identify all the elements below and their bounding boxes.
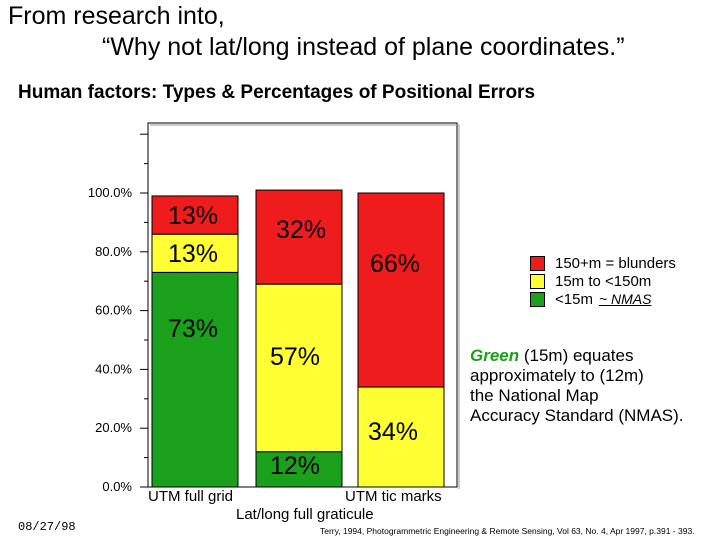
bar-value-label: 34% xyxy=(368,418,418,446)
x-label-latlong-graticule: Lat/long full graticule xyxy=(236,506,374,523)
bar-value-label: 13% xyxy=(168,240,218,268)
x-label-utm-full-grid: UTM full grid xyxy=(148,488,233,505)
bar-value-label: 13% xyxy=(168,202,218,230)
note-line-2: approximately to (12m) xyxy=(470,366,644,385)
legend-label-blunders: 150+m = blunders xyxy=(555,255,676,272)
legend-item-small: <15m ~ NMAS xyxy=(530,290,676,308)
y-tick-label: 80.0% xyxy=(95,244,132,259)
bar-value-label: 32% xyxy=(276,216,326,244)
y-tick-label: 60.0% xyxy=(95,303,132,318)
y-tick-label: 40.0% xyxy=(95,361,132,376)
bar-value-label: 12% xyxy=(270,452,320,480)
date-stamp: 08/27/98 xyxy=(18,520,76,534)
legend-label-nmas: ~ NMAS xyxy=(599,291,652,307)
note-line-3: the National Map xyxy=(470,386,599,405)
note-line-4: Accuracy Standard (NMAS). xyxy=(470,406,684,425)
citation: Terry, 1994, Photogrammetric Engineering… xyxy=(320,526,695,536)
bar-value-label: 66% xyxy=(370,250,420,278)
legend-item-blunders: 150+m = blunders xyxy=(530,254,676,272)
bar-value-label: 57% xyxy=(270,343,320,371)
legend-label-medium: 15m to <150m xyxy=(555,273,651,290)
legend-label-small: <15m xyxy=(555,291,593,308)
legend-item-medium: 15m to <150m xyxy=(530,272,676,290)
y-tick-label: 100.0% xyxy=(88,185,133,200)
legend-swatch-red xyxy=(530,256,545,271)
bar-segment xyxy=(358,193,444,387)
bar-value-label: 73% xyxy=(168,315,218,343)
legend-swatch-green xyxy=(530,292,545,307)
nmas-note: Green (15m) equates approximately to (12… xyxy=(470,346,715,426)
legend-swatch-yellow xyxy=(530,274,545,289)
x-label-utm-tic-marks: UTM tic marks xyxy=(345,488,442,505)
y-tick-label: 20.0% xyxy=(95,420,132,435)
y-axis: 0.0% 20.0% 40.0% 60.0% 80.0% 100.0% xyxy=(88,134,148,494)
bar-segment xyxy=(152,272,238,487)
y-tick-label: 0.0% xyxy=(102,479,132,494)
legend: 150+m = blunders 15m to <150m <15m ~ NMA… xyxy=(530,254,676,308)
note-line-1-rest: (15m) equates xyxy=(519,346,633,365)
note-green-word: Green xyxy=(470,346,519,365)
